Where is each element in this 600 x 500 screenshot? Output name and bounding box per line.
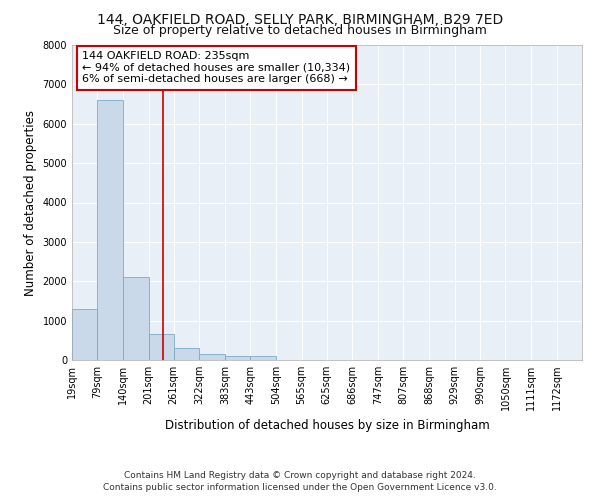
Bar bbox=[123, 278, 149, 360]
Text: 144, OAKFIELD ROAD, SELLY PARK, BIRMINGHAM, B29 7ED: 144, OAKFIELD ROAD, SELLY PARK, BIRMINGH… bbox=[97, 12, 503, 26]
X-axis label: Distribution of detached houses by size in Birmingham: Distribution of detached houses by size … bbox=[164, 418, 490, 432]
Bar bbox=[250, 356, 276, 360]
Bar bbox=[199, 354, 225, 360]
Y-axis label: Number of detached properties: Number of detached properties bbox=[24, 110, 37, 296]
Bar bbox=[174, 348, 199, 360]
Text: Contains HM Land Registry data © Crown copyright and database right 2024.
Contai: Contains HM Land Registry data © Crown c… bbox=[103, 471, 497, 492]
Bar bbox=[225, 356, 250, 360]
Text: Size of property relative to detached houses in Birmingham: Size of property relative to detached ho… bbox=[113, 24, 487, 37]
Bar bbox=[72, 309, 97, 360]
Bar bbox=[149, 334, 174, 360]
Text: 144 OAKFIELD ROAD: 235sqm
← 94% of detached houses are smaller (10,334)
6% of se: 144 OAKFIELD ROAD: 235sqm ← 94% of detac… bbox=[82, 52, 350, 84]
Bar bbox=[97, 100, 123, 360]
